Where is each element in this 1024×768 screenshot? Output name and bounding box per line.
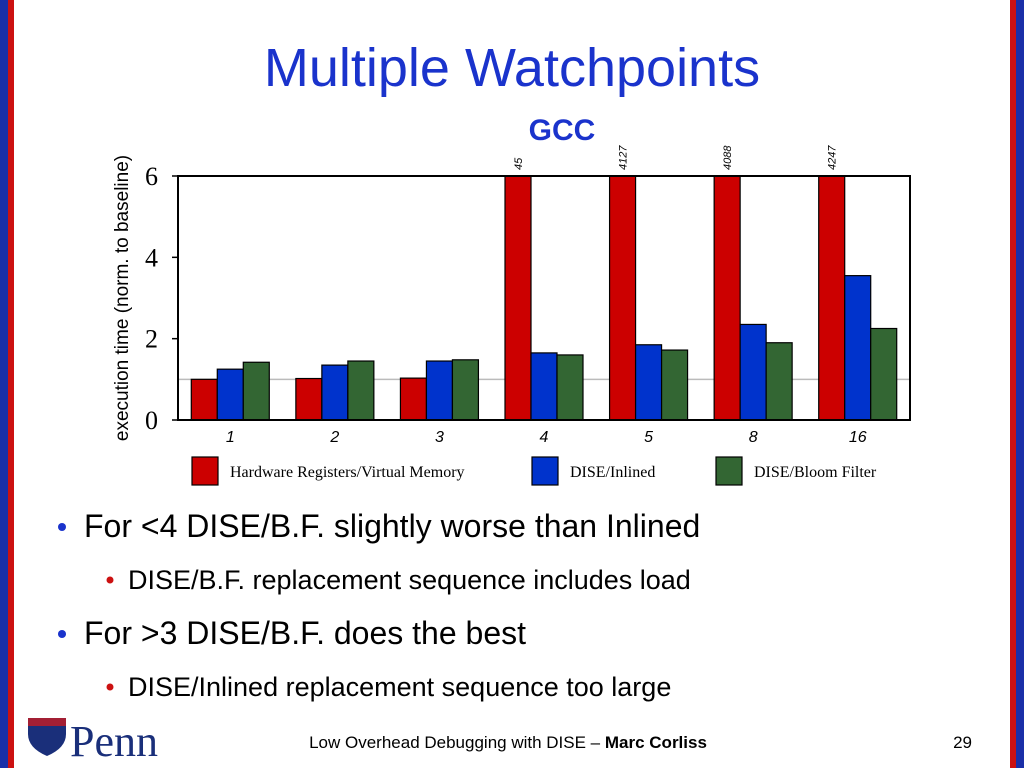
value-label: 4127 xyxy=(618,145,630,170)
bullet-text: For >3 DISE/B.F. does the best xyxy=(84,615,526,651)
border-stripe xyxy=(8,0,14,768)
border-stripe xyxy=(0,0,8,768)
border-stripe xyxy=(1016,0,1024,768)
x-tick-label: 2 xyxy=(329,429,339,446)
bullet-dot xyxy=(58,523,66,531)
bar xyxy=(216,368,244,420)
bullet-list: For <4 DISE/B.F. slightly worse than Inl… xyxy=(58,508,700,702)
bullet-dot xyxy=(58,630,66,638)
x-tick-label: 16 xyxy=(849,429,867,446)
bar xyxy=(451,359,480,420)
bar xyxy=(425,360,454,420)
bar xyxy=(844,275,872,420)
bar xyxy=(818,176,846,420)
bar xyxy=(556,354,584,420)
border-stripe xyxy=(1010,0,1016,768)
sub-bullet-dot xyxy=(106,576,114,584)
legend-swatch xyxy=(715,456,743,486)
bar xyxy=(660,349,689,420)
logo-shield xyxy=(28,718,66,756)
x-tick-label: 8 xyxy=(749,429,758,446)
footer-text: Low Overhead Debugging with DISE – xyxy=(309,733,605,752)
bar xyxy=(242,361,270,420)
bar xyxy=(713,176,741,420)
bar xyxy=(190,378,218,420)
sub-bullet-dot xyxy=(106,683,114,691)
page-number: 29 xyxy=(953,733,972,752)
bar xyxy=(321,364,349,420)
bullet-text: For <4 DISE/B.F. slightly worse than Inl… xyxy=(84,508,700,544)
legend-label: DISE/Bloom Filter xyxy=(754,464,877,481)
sub-bullet-text: DISE/Inlined replacement sequence too la… xyxy=(128,672,671,702)
chart-title: GCC xyxy=(529,114,596,147)
bar xyxy=(295,377,323,420)
bar xyxy=(634,344,663,420)
y-tick-label: 6 xyxy=(145,162,158,191)
bar xyxy=(870,327,898,420)
sub-bullet-text: DISE/B.F. replacement sequence includes … xyxy=(128,565,691,595)
bar xyxy=(504,176,532,420)
y-tick-label: 0 xyxy=(145,406,158,435)
value-label: 4247 xyxy=(827,145,839,170)
legend-label: Hardware Registers/Virtual Memory xyxy=(230,464,465,481)
x-tick-label: 5 xyxy=(644,429,653,446)
logo: Penn xyxy=(28,717,158,766)
x-tick-label: 3 xyxy=(435,429,444,446)
bar xyxy=(530,352,558,420)
legend-swatch xyxy=(191,456,219,486)
plot-frame xyxy=(177,175,911,421)
y-axis-label: execution time (norm. to baseline) xyxy=(112,155,133,441)
y-tick-label: 4 xyxy=(145,243,158,272)
legend-label: DISE/Inlined xyxy=(570,464,655,481)
footer: Low Overhead Debugging with DISE – Marc … xyxy=(309,733,707,752)
logo-shield-band xyxy=(28,718,66,726)
slide-title: Multiple Watchpoints xyxy=(264,38,760,98)
bar xyxy=(739,323,767,420)
bar xyxy=(399,377,428,420)
x-tick-label: 1 xyxy=(226,429,235,446)
logo-text: Penn xyxy=(70,717,158,766)
footer-author: Marc Corliss xyxy=(605,733,707,752)
bar xyxy=(347,360,375,420)
bar xyxy=(765,342,793,420)
legend-swatch xyxy=(531,456,559,486)
y-tick-label: 2 xyxy=(145,325,158,354)
x-tick-label: 4 xyxy=(540,429,549,446)
value-label: 4088 xyxy=(722,145,734,170)
value-label: 45 xyxy=(513,157,525,170)
chart: 0 2 4 6 1 2 3 4 45 5 4127 8 4088 16 4247 Hardware Regis… xyxy=(145,145,911,486)
bar xyxy=(608,176,637,420)
